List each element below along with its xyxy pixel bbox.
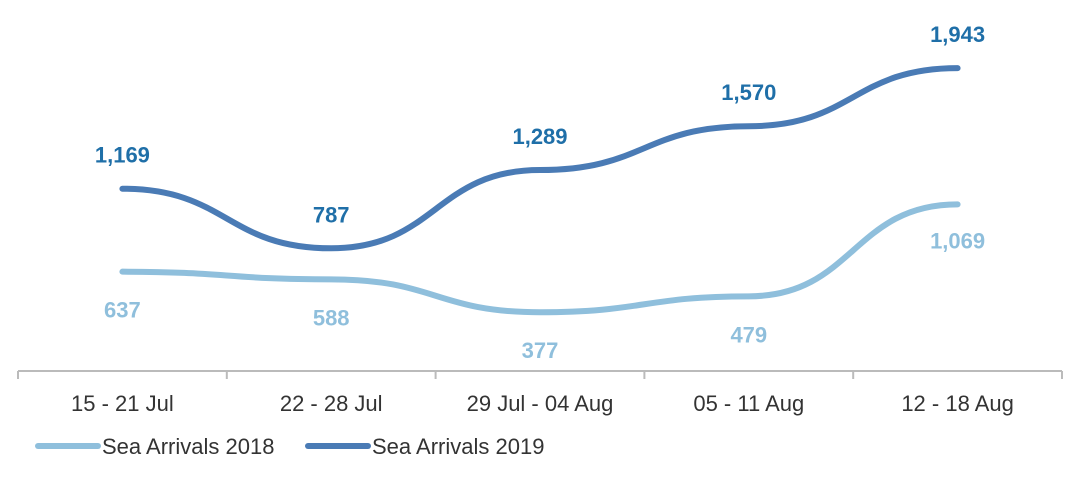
x-tick-label: 22 - 28 Jul — [280, 391, 383, 416]
data-label-2018: 377 — [522, 338, 559, 363]
data-label-2018: 479 — [730, 322, 767, 347]
data-labels: 637 588 377 479 1,069 1,169 787 1,289 1,570 1,943 — [95, 22, 985, 363]
data-label-2019: 1,570 — [721, 80, 776, 105]
data-label-2019: 1,169 — [95, 143, 150, 168]
x-tick-label: 15 - 21 Jul — [71, 391, 174, 416]
data-label-2019: 787 — [313, 202, 350, 227]
data-label-2018: 588 — [313, 305, 350, 330]
legend-label-2018: Sea Arrivals 2018 — [102, 434, 274, 459]
data-label-2019: 1,943 — [930, 22, 985, 47]
x-tick-label: 05 - 11 Aug — [693, 391, 804, 416]
series-line-2018 — [119, 201, 961, 316]
series-lines — [119, 65, 961, 316]
x-tick-label: 29 Jul - 04 Aug — [467, 391, 614, 416]
x-tick-label: 12 - 18 Aug — [901, 391, 1014, 416]
legend: Sea Arrivals 2018 Sea Arrivals 2019 — [35, 434, 544, 459]
data-label-2018: 637 — [104, 298, 141, 323]
x-axis-ticks: 15 - 21 Jul 22 - 28 Jul 29 Jul - 04 Aug 05 … — [17, 371, 1063, 416]
series-line-2019 — [119, 65, 961, 252]
data-label-2019: 1,289 — [512, 124, 567, 149]
data-label-2018: 1,069 — [930, 228, 985, 253]
legend-label-2019: Sea Arrivals 2019 — [372, 434, 544, 459]
